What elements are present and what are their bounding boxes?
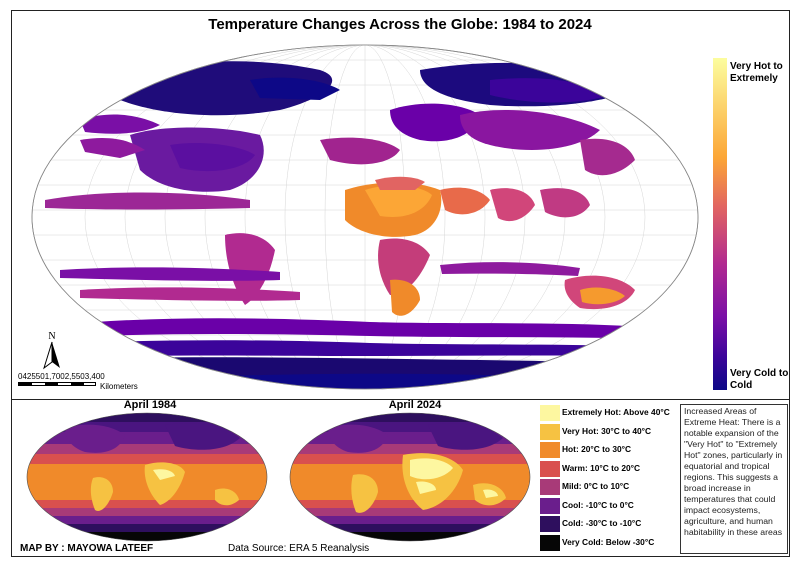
legend-item: Very Hot: 30°C to 40°C [540,423,680,441]
legend-label: Warm: 10°C to 20°C [562,462,641,473]
inset-title-1984: April 1984 [123,399,177,411]
legend-swatch [540,516,560,532]
temperature-legend: Extremely Hot: Above 40°C Very Hot: 30°C… [540,404,680,552]
inset-map-2024 [289,412,531,542]
legend-swatch [540,442,560,458]
legend-label: Extremely Hot: Above 40°C [562,407,670,417]
legend-item: Very Cold: Below -30°C [540,534,680,552]
inset-map-1984 [26,412,268,542]
map-title: Temperature Changes Across the Globe: 19… [208,16,592,33]
legend-swatch [540,405,560,421]
north-arrow-icon: N [43,331,60,370]
legend-item: Cold: -30°C to -10°C [540,515,680,533]
scale-bar: 0425501,7002,5503,400 Kilometers [18,372,138,394]
legend-item: Mild: 0°C to 10°C [540,478,680,496]
author-credit: MAP BY : MAYOWA LATEEF [20,543,154,554]
scale-bar-unit: Kilometers [100,382,138,391]
legend-label: Very Cold: Below -30°C [562,536,655,547]
legend-swatch [540,423,560,440]
legend-label: Mild: 0°C to 10°C [562,481,630,491]
legend-swatch [540,497,560,514]
legend-label: Cool: -10°C to 0°C [562,499,634,510]
legend-swatch [540,479,560,495]
legend-swatch [540,534,560,551]
gradient-top-label: Very Hot to Extremely [730,61,783,84]
legend-label: Hot: 20°C to 30°C [562,444,632,454]
legend-label: Very Hot: 30°C to 40°C [562,425,652,436]
temperature-gradient-bar [713,58,727,390]
legend-item: Warm: 10°C to 20°C [540,460,680,478]
data-source: Data Source: ERA 5 Reanalysis [228,543,370,554]
section-divider [11,399,790,400]
legend-swatch [540,460,560,477]
gradient-bottom-label: Very Cold to Cold [730,368,789,391]
scale-bar-graphic [18,382,96,386]
analysis-note: Increased Areas of Extreme Heat: There i… [680,404,788,554]
map-frame [11,10,790,557]
main-world-map [31,44,699,390]
scale-bar-ticks: 0425501,7002,5503,400 [18,372,105,381]
legend-item: Hot: 20°C to 30°C [540,441,680,459]
legend-item: Cool: -10°C to 0°C [540,497,680,515]
north-label: N [48,331,55,342]
legend-item: Extremely Hot: Above 40°C [540,404,680,422]
legend-label: Cold: -30°C to -10°C [562,518,642,528]
inset-title-2024: April 2024 [388,399,442,411]
